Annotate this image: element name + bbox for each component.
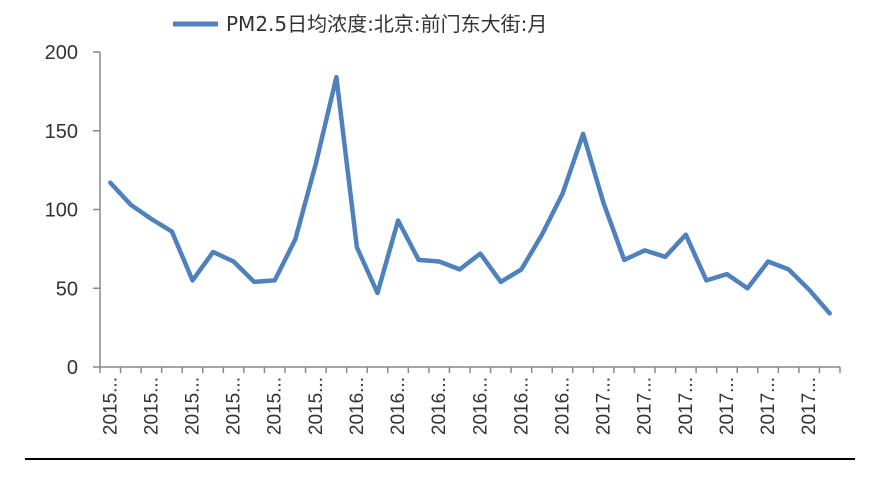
x-tick-label: 2016... — [470, 377, 491, 435]
series-line — [108, 74, 832, 316]
x-tick-label: 2015... — [306, 377, 327, 435]
y-tick-label: 0 — [67, 357, 78, 379]
x-tick-label: 2015... — [265, 377, 286, 435]
y-axis: 0 50 100 150 200 — [45, 42, 101, 379]
x-tick-label: 2015... — [183, 377, 204, 435]
x-tick-label: 2016... — [511, 377, 532, 435]
x-tick-label: 2017... — [676, 377, 697, 435]
x-tick-label: 2015... — [100, 377, 121, 435]
x-tick-label: 2017... — [758, 377, 779, 435]
legend-label: PM2.5日均浓度:北京:前门东大街:月 — [226, 12, 547, 36]
x-tick-label: 2015... — [224, 377, 245, 435]
x-tick-label: 2016... — [388, 377, 409, 435]
plot-area — [108, 74, 832, 316]
x-tick-label: 2016... — [347, 377, 368, 435]
x-tick-label: 2017... — [799, 377, 820, 435]
y-tick-label: 50 — [56, 278, 78, 300]
x-tick-label: 2016... — [429, 377, 450, 435]
legend: PM2.5日均浓度:北京:前门东大街:月 — [173, 12, 547, 36]
x-tick-label: 2017... — [594, 377, 615, 435]
x-axis: 2015... 2015... 2015... 2015... 2015... 2015.… — [99, 366, 841, 435]
y-tick-label: 200 — [45, 42, 78, 64]
x-tick-label: 2015... — [141, 377, 162, 435]
y-tick-label: 150 — [45, 121, 78, 143]
x-tick-label: 2017... — [635, 377, 656, 435]
x-tick-label: 2017... — [717, 377, 738, 435]
y-tick-label: 100 — [45, 200, 78, 222]
x-tick-label: 2016... — [553, 377, 574, 435]
